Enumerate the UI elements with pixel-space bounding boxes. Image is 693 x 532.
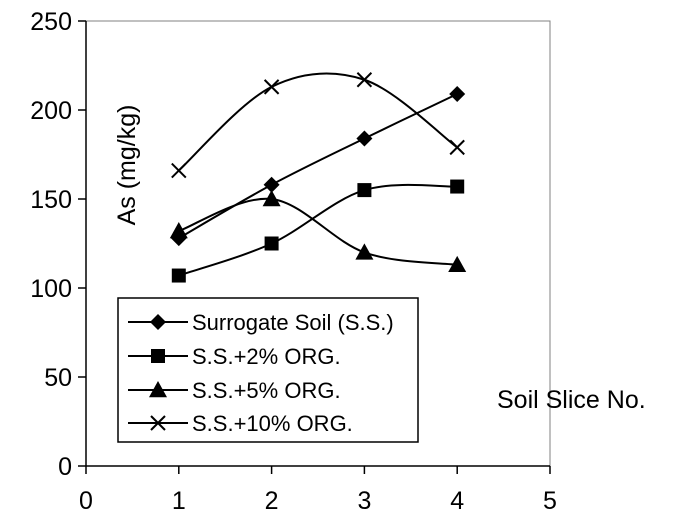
y-axis-title: As (mg/kg) xyxy=(113,105,141,226)
data-point xyxy=(356,130,373,147)
x-tick-label: 5 xyxy=(543,487,557,515)
series-group xyxy=(169,72,467,283)
series-2 xyxy=(171,179,465,283)
legend-marker xyxy=(150,314,166,330)
data-point xyxy=(263,176,280,193)
series-line xyxy=(178,93,458,240)
data-point xyxy=(262,190,281,207)
x-marker-stroke xyxy=(263,79,280,95)
series-line xyxy=(178,72,458,172)
y-tick-label: 0 xyxy=(58,453,72,481)
series-line xyxy=(178,183,458,277)
x-marker-stroke xyxy=(171,162,187,179)
y-tick-label: 250 xyxy=(30,8,72,36)
y-tick-label: 150 xyxy=(30,186,72,214)
x-tick-label: 1 xyxy=(172,487,186,515)
legend-label: S.S.+10% ORG. xyxy=(192,411,353,436)
x-tick-label: 0 xyxy=(79,487,93,515)
x-axis-title: Soil Slice No. xyxy=(497,386,646,414)
data-point xyxy=(264,236,279,251)
x-marker-stroke xyxy=(449,139,465,156)
data-point xyxy=(448,255,467,273)
data-point xyxy=(355,243,374,260)
data-point xyxy=(357,183,372,198)
data-point xyxy=(171,268,186,283)
data-point xyxy=(171,162,187,179)
x-tick-label: 2 xyxy=(265,487,279,515)
x-ticks: 0 1 2 3 4 5 xyxy=(79,466,557,515)
x-tick-label: 3 xyxy=(357,487,371,515)
legend-entry: S.S.+5% ORG. xyxy=(128,378,341,403)
y-tick-label: 50 xyxy=(44,364,72,392)
y-tick-label: 100 xyxy=(30,275,72,303)
legend-box xyxy=(117,297,419,443)
data-point xyxy=(356,72,373,88)
data-point xyxy=(449,139,465,156)
legend-marker xyxy=(150,415,166,431)
x-tick-label: 4 xyxy=(450,487,464,515)
series-4 xyxy=(171,72,465,179)
data-point xyxy=(449,85,466,102)
data-point xyxy=(450,179,465,194)
x-marker-stroke xyxy=(150,415,166,431)
legend-marker xyxy=(151,349,165,363)
y-ticks: 0 50 100 150 200 250 xyxy=(30,8,86,481)
y-tick-label: 200 xyxy=(30,97,72,125)
legend-entry: S.S.+2% ORG. xyxy=(128,344,341,369)
legend-label: Surrogate Soil (S.S.) xyxy=(192,310,394,335)
legend-entry: S.S.+10% ORG. xyxy=(128,411,353,436)
x-marker-stroke xyxy=(356,72,373,88)
series-line xyxy=(178,197,458,266)
legend-marker xyxy=(149,381,167,398)
legend-label: S.S.+2% ORG. xyxy=(192,344,341,369)
legend: Surrogate Soil (S.S.) S.S.+2% ORG. S.S.+5%… xyxy=(117,297,419,443)
legend-label: S.S.+5% ORG. xyxy=(192,378,341,403)
series-3 xyxy=(169,190,467,273)
legend-entry: Surrogate Soil (S.S.) xyxy=(128,310,394,335)
data-point xyxy=(263,79,280,95)
data-point xyxy=(169,222,188,239)
